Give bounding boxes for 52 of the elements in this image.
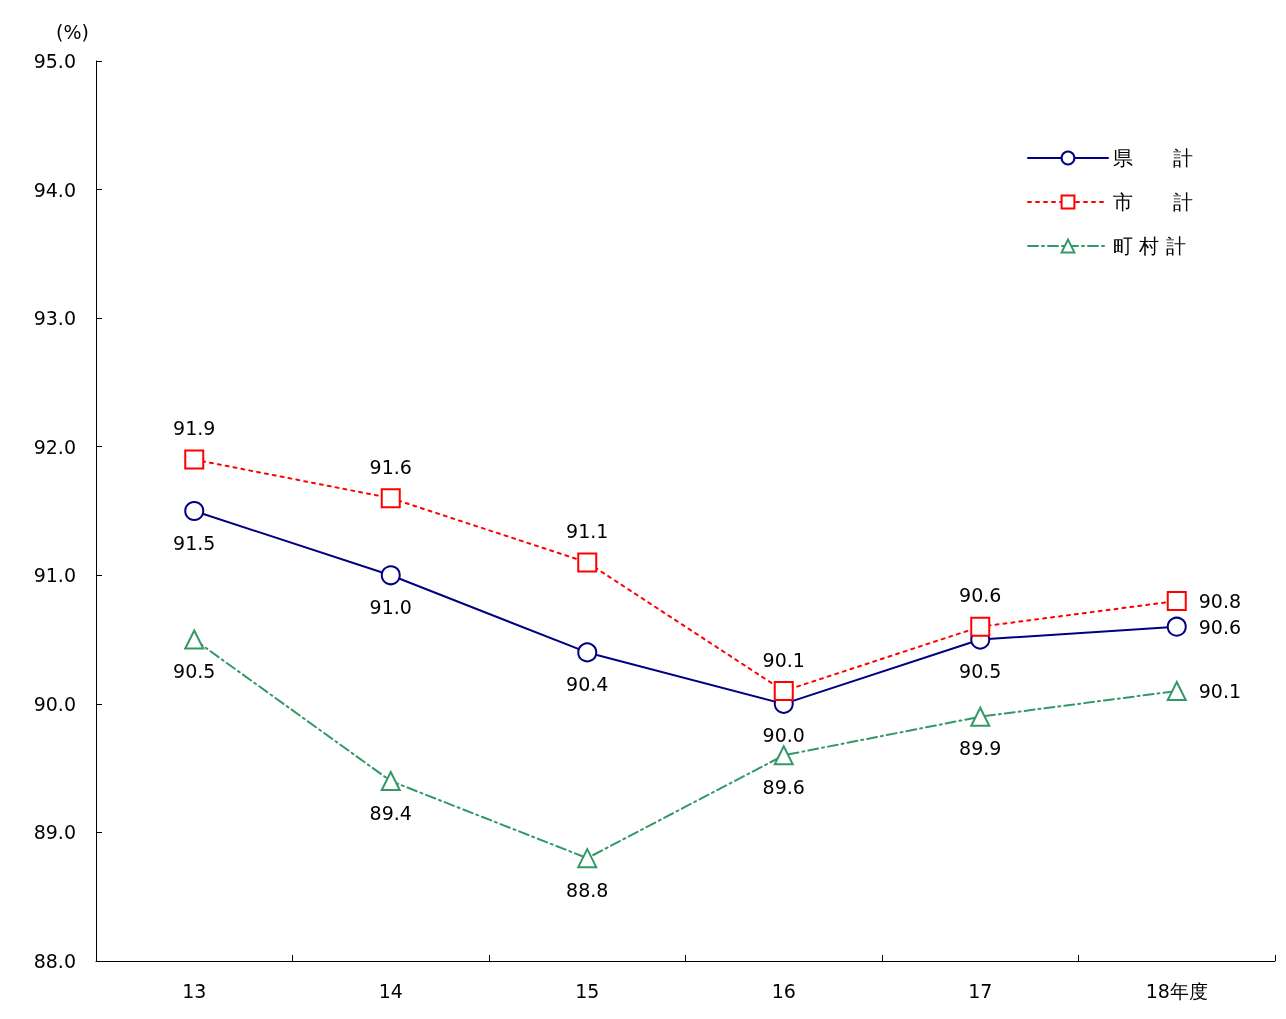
y-tick-label: 91.0 (33, 564, 76, 587)
point (1166, 591, 1187, 611)
point (773, 681, 794, 701)
point (184, 501, 205, 521)
data-label: 90.5 (173, 660, 216, 683)
data-label: 88.8 (566, 878, 609, 901)
point (380, 565, 401, 586)
y-tick-label: 92.0 (33, 435, 76, 458)
data-label: 90.1 (762, 648, 805, 671)
legend-label: 県 計 (1113, 146, 1193, 170)
x-tick-label: 16 (771, 979, 796, 1002)
point (184, 449, 205, 470)
data-label: 91.6 (369, 455, 412, 478)
data-label: 91.5 (173, 531, 216, 554)
data-label: 90.8 (1198, 590, 1242, 612)
data-label: 90.4 (566, 672, 609, 695)
y-tick-label: 88.0 (33, 950, 76, 972)
data-label: 89.4 (369, 801, 412, 824)
data-label: 90.6 (1198, 615, 1242, 638)
data-label: 90.5 (959, 660, 1002, 683)
data-label: 89.9 (959, 737, 1002, 760)
point (380, 488, 401, 509)
data-label: 91.0 (369, 595, 412, 618)
y-axis-title: (%) (56, 20, 89, 43)
y-tick-label: 95.0 (33, 50, 76, 72)
x-tick-label: 17 (968, 979, 993, 1002)
point (970, 616, 991, 637)
point (577, 848, 598, 869)
x-tick-label: 13 (182, 979, 207, 1002)
point (577, 642, 598, 663)
legend-label: 町 村 計 (1113, 234, 1186, 258)
y-tick-label: 90.0 (33, 692, 76, 715)
point (380, 771, 401, 791)
data-label: 91.1 (566, 519, 609, 542)
data-label: 90.6 (959, 584, 1002, 607)
point (577, 552, 598, 573)
x-tick-label: 18年度 (1145, 979, 1208, 1002)
x-tick-label: 15 (575, 979, 600, 1002)
point (773, 745, 794, 766)
y-tick-label: 89.0 (33, 821, 76, 844)
data-label: 91.9 (173, 417, 216, 440)
y-tick-label: 94.0 (33, 178, 76, 201)
point (970, 706, 991, 727)
data-label: 90.1 (1198, 680, 1242, 702)
x-tick-label: 14 (378, 979, 403, 1002)
data-label: 89.6 (762, 775, 805, 798)
point (184, 629, 205, 650)
data-label: 90.0 (762, 724, 805, 747)
point (1166, 616, 1187, 637)
point (1166, 681, 1187, 701)
y-tick-label: 93.0 (33, 307, 76, 330)
legend-label: 市 計 (1113, 190, 1193, 214)
